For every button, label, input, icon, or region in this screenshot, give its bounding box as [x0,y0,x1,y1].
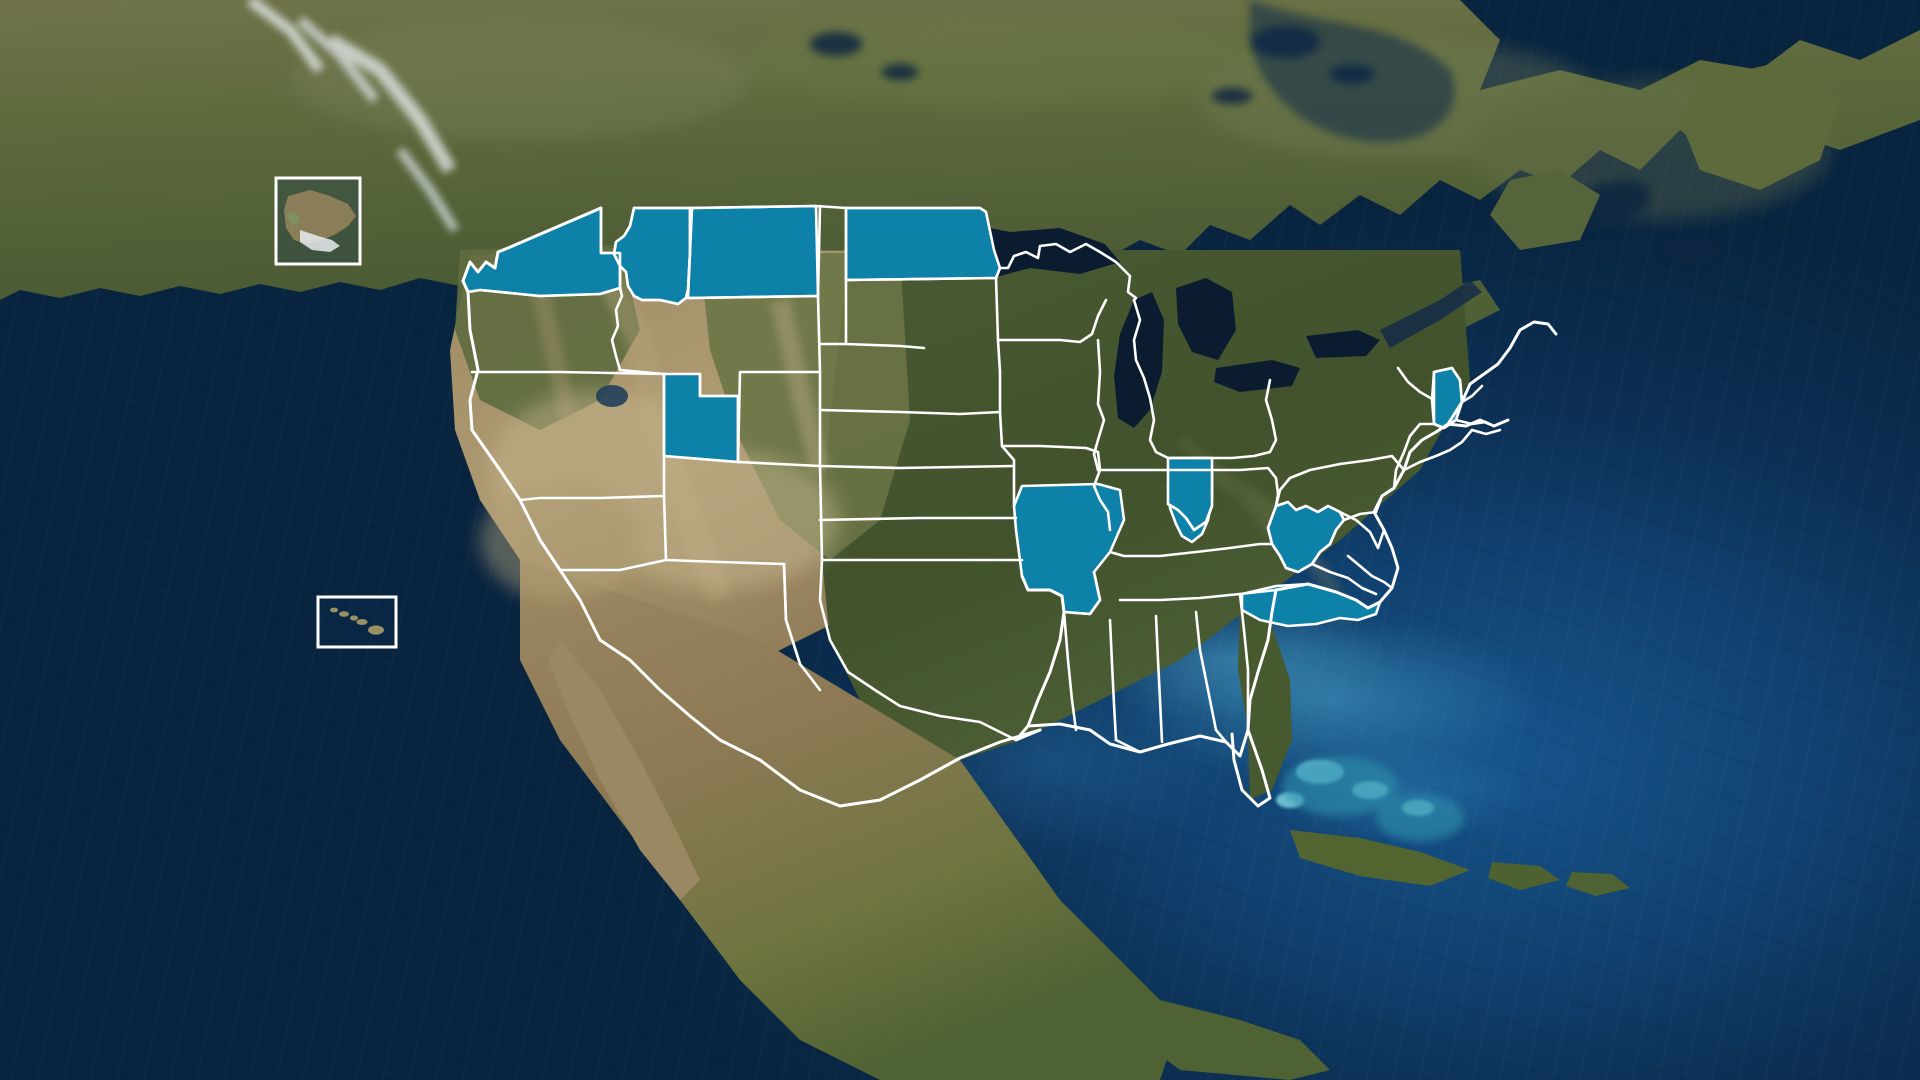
state-north-dakota[interactable] [844,206,1002,282]
state-montana-body[interactable] [686,204,820,300]
hawaii-islands [330,607,384,635]
great-lakes [596,222,1482,428]
alaska-inset[interactable] [274,176,362,266]
landmass-canada [0,0,1920,300]
hawaii-inset[interactable] [316,595,398,649]
insets-layer[interactable] [274,176,398,649]
caribbean-islands [1276,756,1630,896]
state-borders-layer [461,204,1558,808]
